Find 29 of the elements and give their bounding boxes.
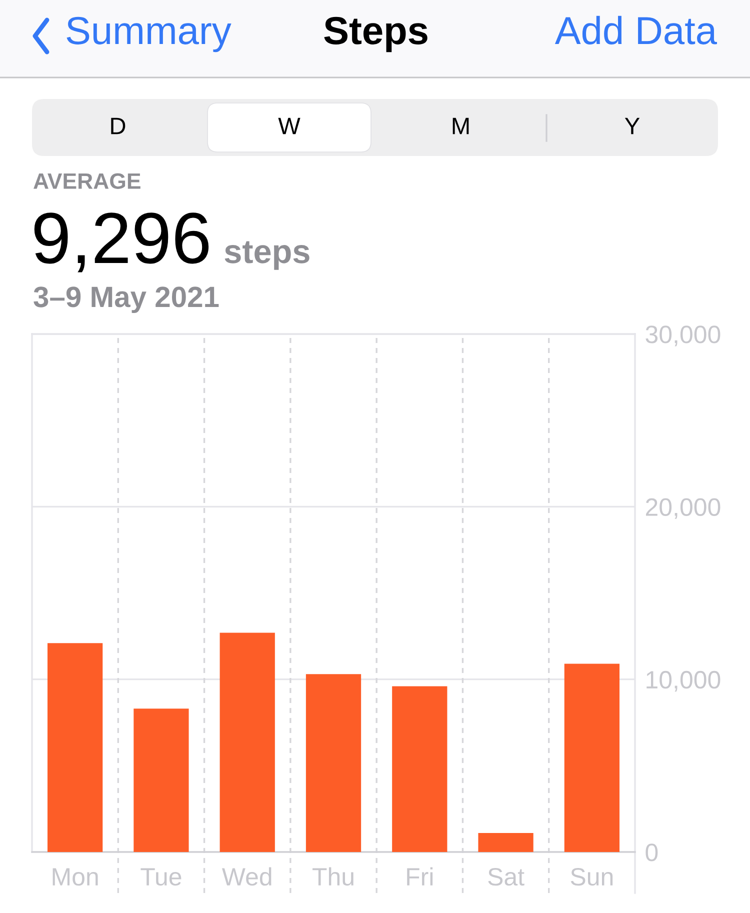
text: M [452,118,469,134]
x-tick-label: Mon [52,868,98,886]
text: AVERAGE [34,173,140,189]
text: Y [624,118,640,134]
x-tick-label: Sat [488,868,524,886]
bar [478,833,534,852]
x-tick-label: Wed [222,867,272,886]
x-tick-label: Thu [312,867,354,886]
y-tick-label: 20,000 [646,498,720,519]
bar [306,674,362,852]
bar [134,708,189,852]
text: Summary [66,16,232,52]
bar [392,686,448,852]
text: D [111,118,126,134]
text: 9,296 [34,212,209,272]
bar [48,643,103,852]
text: Add Data [554,16,718,44]
bar [220,632,275,852]
chart-title: Steps [324,16,428,52]
x-tick-label: Tue [140,868,182,886]
y-tick-label: 0 [646,844,658,862]
bar [564,664,620,852]
chart-subtitle: 3–9 May 2021 [34,286,219,314]
y-tick-label: 10,000 [646,670,720,692]
y-tick-label: 30,000 [646,326,720,346]
text: W [278,118,300,134]
x-tick-label: Sun [570,868,613,886]
x-tick-label: Fri [407,867,433,886]
text: steps [224,241,310,270]
